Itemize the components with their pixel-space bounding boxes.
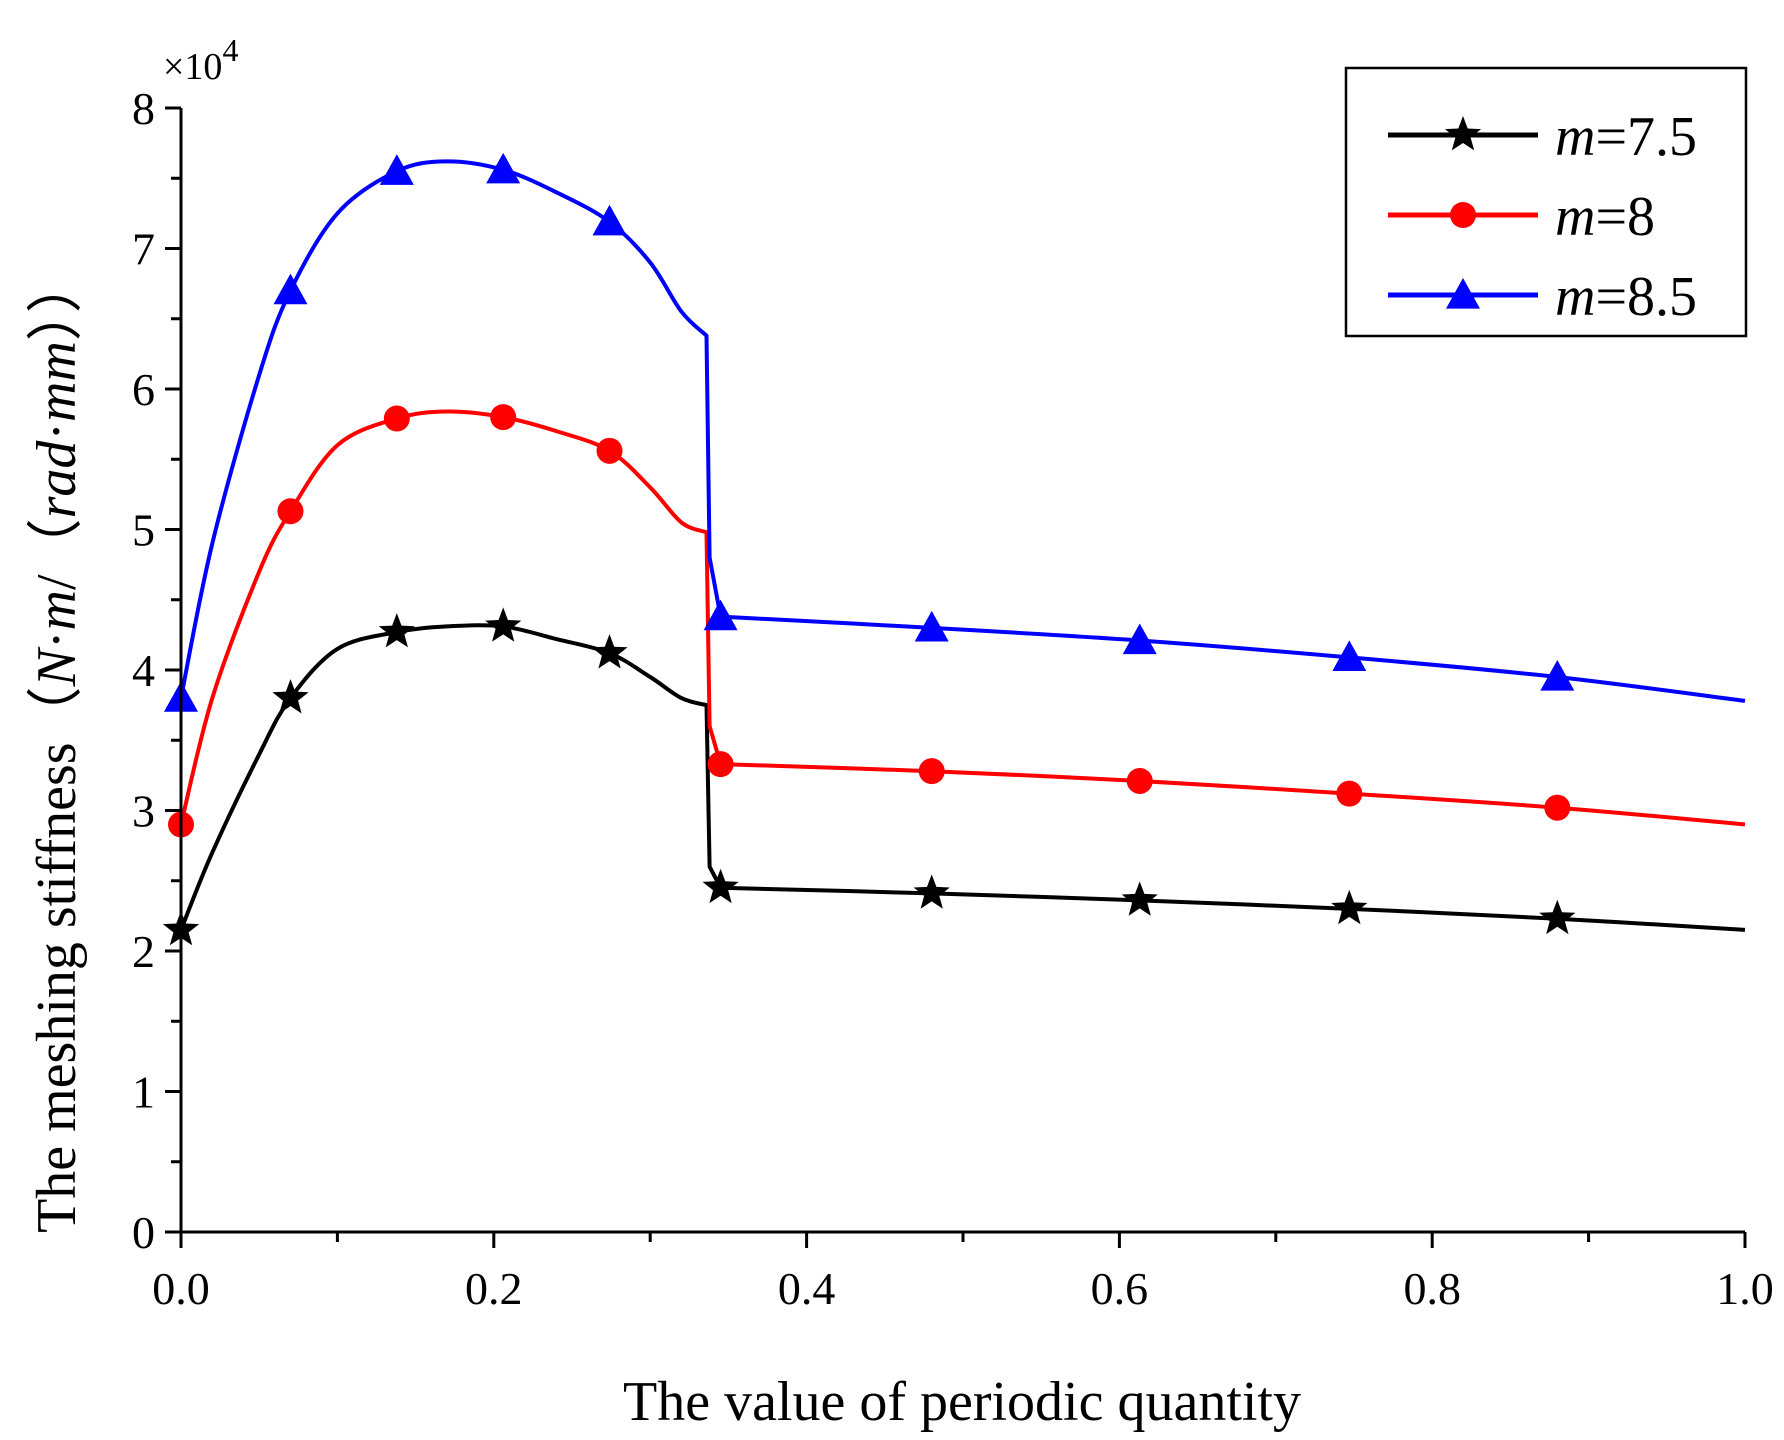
data-point <box>1126 767 1153 794</box>
series-0 <box>162 607 1746 946</box>
data-point <box>272 679 309 714</box>
data-point <box>1539 899 1576 935</box>
x-tick-label: 0.6 <box>1091 1263 1149 1314</box>
y-tick-label: 8 <box>132 83 155 134</box>
data-point <box>703 599 738 631</box>
series-1 <box>168 404 1746 838</box>
data-point <box>1122 623 1157 655</box>
data-point <box>1336 780 1363 807</box>
legend-items: m=7.5 m=8 m=8.5 <box>1388 106 1697 328</box>
series-layer <box>162 152 1746 946</box>
data-point <box>485 607 522 642</box>
y-axis-title-rad: rad <box>26 440 88 519</box>
x-tick-label: 0.2 <box>465 1263 523 1314</box>
data-point <box>1332 640 1367 671</box>
legend-box <box>1344 66 1748 338</box>
data-point <box>1540 660 1575 691</box>
data-point <box>1331 889 1368 925</box>
data-point <box>277 498 304 525</box>
data-point <box>592 204 627 236</box>
data-point <box>490 404 517 431</box>
data-point <box>486 152 521 184</box>
data-point <box>591 634 628 669</box>
y-scale-label: ×104 <box>163 32 238 88</box>
legend-marker <box>1450 202 1476 228</box>
y-axis-title-mid: /（ <box>26 518 88 590</box>
series-line <box>179 409 1746 827</box>
data-point <box>918 758 945 785</box>
legend-label: m=8.5 <box>1555 266 1697 328</box>
y-tick-label: 7 <box>132 224 155 275</box>
y-axis-title-prefix: The meshing stiffness（ <box>26 686 88 1232</box>
legend: m=7.5 m=8 m=8.5 <box>1344 66 1748 338</box>
y-tick-label: 6 <box>132 364 155 415</box>
x-tick-label: 0.4 <box>778 1263 836 1314</box>
x-tick-label: 0.0 <box>152 1263 210 1314</box>
data-point <box>913 874 950 909</box>
x-tick-label: 0.8 <box>1403 1263 1461 1314</box>
x-tick-label: 1.0 <box>1716 1263 1774 1314</box>
legend-item: m=8.5 <box>1388 266 1697 328</box>
y-tick-label: 5 <box>132 505 155 556</box>
y-scale-base: ×10 <box>163 46 222 88</box>
y-axis-title-dot1: · <box>26 630 88 649</box>
data-point <box>378 613 415 648</box>
y-tick-label: 2 <box>132 926 155 977</box>
data-point <box>596 437 623 464</box>
axes: 0.0 0.2 0.4 0.6 0.8 1.0 0 1 2 3 4 5 6 7 8 <box>132 83 1774 1314</box>
y-axis-title: The meshing stiffness（N·m/（rad·mm）） <box>26 257 88 1233</box>
data-point <box>383 405 410 432</box>
legend-label: m=7.5 <box>1555 106 1697 168</box>
legend-item: m=8 <box>1388 186 1655 248</box>
data-point <box>914 610 949 642</box>
y-tick-label: 1 <box>132 1067 155 1118</box>
legend-label: m=8 <box>1555 186 1655 248</box>
y-axis-title-n: N <box>26 646 88 687</box>
y-axis-title-m: m <box>26 590 88 630</box>
legend-marker <box>1444 116 1482 151</box>
series-line <box>179 159 1746 703</box>
x-axis-title: The value of periodic quantity <box>623 1371 1301 1433</box>
data-point <box>1544 794 1571 821</box>
y-axis-title-dot2: · <box>26 422 88 441</box>
y-tick-label: 3 <box>132 786 155 837</box>
y-tick-label: 4 <box>132 645 155 696</box>
y-tick-label: 0 <box>132 1207 155 1258</box>
data-point <box>379 154 414 185</box>
y-scale-exponent: 4 <box>222 32 238 68</box>
y-axis-title-suffix: ）） <box>26 257 88 341</box>
data-point <box>273 273 308 305</box>
data-point <box>1121 881 1158 916</box>
data-point <box>702 868 739 904</box>
data-point <box>707 751 734 778</box>
legend-item: m=7.5 <box>1388 106 1697 168</box>
legend-marker <box>1446 278 1480 309</box>
y-axis-title-mm: mm <box>26 341 88 422</box>
